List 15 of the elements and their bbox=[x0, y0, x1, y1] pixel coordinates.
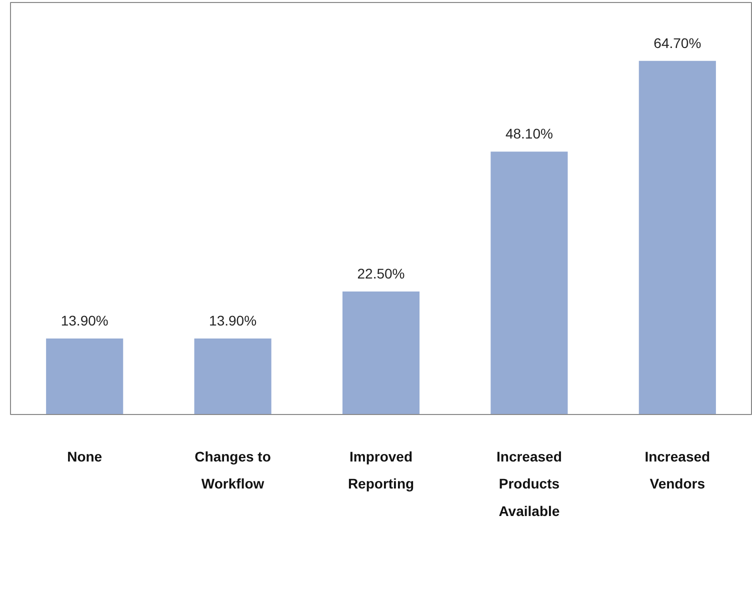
x-tick-label: Increased Vendors bbox=[644, 448, 710, 492]
bar bbox=[342, 292, 420, 414]
x-tick-label: Improved Reporting bbox=[348, 448, 414, 492]
data-label: 13.90% bbox=[60, 312, 108, 329]
bar bbox=[194, 338, 272, 414]
data-label: 48.10% bbox=[505, 126, 553, 142]
bar bbox=[46, 338, 124, 414]
x-tick-label: Changes to Workflow bbox=[194, 448, 271, 492]
data-label: 64.70% bbox=[654, 34, 702, 51]
x-tick-label: None bbox=[67, 448, 102, 464]
x-tick-label: Increased Products Available bbox=[496, 448, 562, 519]
bar bbox=[490, 152, 568, 414]
data-label: 22.50% bbox=[357, 266, 405, 282]
bar bbox=[638, 60, 716, 414]
data-label: 13.90% bbox=[209, 312, 257, 329]
